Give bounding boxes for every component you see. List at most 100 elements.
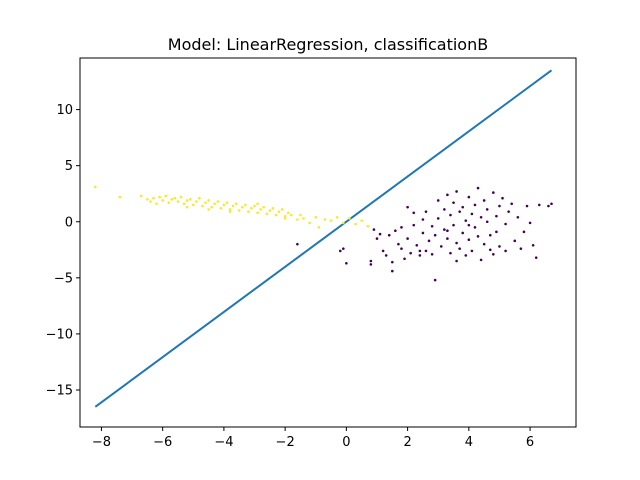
scatter-point-class_purple	[488, 248, 492, 252]
scatter-point-class_purple	[495, 230, 498, 234]
scatter-point-class_purple	[436, 217, 440, 220]
scatter-point-class_purple	[531, 244, 535, 247]
scatter-point-class_yellow	[207, 208, 210, 211]
scatter-point-class_yellow	[262, 205, 266, 209]
x-tick-label: −6	[153, 435, 172, 450]
x-tick-label: 2	[403, 435, 411, 450]
scatter-point-class_yellow	[277, 210, 281, 213]
scatter-point-class_purple	[378, 232, 382, 236]
scatter-point-class_purple	[415, 244, 419, 247]
scatter-point-class_yellow	[286, 211, 290, 215]
scatter-point-class_purple	[338, 249, 342, 253]
scatter-point-class_purple	[467, 238, 471, 241]
scatter-point-class_purple	[421, 218, 425, 221]
scatter-point-class_yellow	[244, 203, 247, 207]
scatter-point-class_purple	[458, 247, 461, 250]
scatter-point-class_yellow	[182, 202, 186, 206]
scatter-point-class_yellow	[164, 194, 168, 198]
scatter-point-class_purple	[412, 223, 416, 227]
scatter-point-class_purple	[345, 261, 348, 265]
scatter-point-class_purple	[528, 221, 532, 225]
scatter-point-class_yellow	[188, 198, 192, 201]
scatter-point-class_purple	[488, 233, 492, 237]
scatter-point-class_purple	[369, 259, 373, 263]
scatter-point-class_purple	[455, 190, 458, 193]
x-tick-label: −4	[214, 435, 233, 450]
scatter-point-class_purple	[427, 239, 431, 243]
scatter-point-class_purple	[461, 231, 465, 235]
scatter-point-class_yellow	[302, 217, 305, 220]
scatter-point-class_yellow	[155, 202, 158, 206]
scatter-point-class_purple	[424, 249, 428, 253]
scatter-point-class_purple	[443, 228, 446, 231]
scatter-point-class_purple	[473, 226, 477, 229]
scatter-point-class_purple	[467, 195, 471, 199]
scatter-point-class_purple	[485, 208, 489, 211]
scatter-point-class_yellow	[216, 200, 220, 203]
axes: −8 −6 −4 −2 0 2 4 6 −15 −10 −5 0 5 10	[46, 57, 577, 450]
scatter-point-class_yellow	[268, 209, 272, 212]
scatter-point-class_purple	[479, 215, 483, 219]
scatter-point-class_purple	[394, 229, 397, 233]
scatter-point-class_yellow	[198, 196, 201, 200]
scatter-point-class_purple	[384, 254, 388, 257]
scatter-point-class_purple	[421, 231, 425, 235]
x-tick-label: 4	[465, 435, 473, 450]
scatter-point-class_yellow	[335, 215, 339, 219]
scatter-point-class_yellow	[146, 198, 149, 201]
scatter-point-class_yellow	[253, 204, 256, 208]
scatter-point-class_purple	[418, 254, 422, 257]
scatter-point-class_yellow	[118, 195, 122, 199]
scatter-point-class_yellow	[234, 202, 238, 206]
scatter-point-class_yellow	[176, 200, 180, 203]
scatter-point-class_yellow	[265, 212, 269, 216]
scatter-point-class_yellow	[219, 206, 223, 210]
scatter-point-class_purple	[342, 247, 345, 250]
scatter-point-class_purple	[418, 249, 422, 253]
scatter-point-class_purple	[513, 239, 517, 243]
scatter-point-class_purple	[464, 254, 468, 257]
scatter-point-class_yellow	[250, 206, 253, 210]
scatter-point-class_yellow	[329, 219, 333, 222]
scatter-point-class_purple	[381, 249, 385, 253]
scatter-point-class_purple	[470, 249, 474, 253]
axes-frame	[79, 57, 577, 428]
scatter-point-class_yellow	[167, 201, 171, 204]
scatter-point-class_purple	[510, 202, 513, 206]
scatter-point-class_yellow	[274, 213, 278, 217]
scatter-point-class_purple	[550, 202, 553, 206]
scatter-point-class_purple	[482, 242, 486, 246]
scatter-point-class_purple	[387, 233, 391, 237]
scatter-point-class_yellow	[213, 202, 217, 206]
scatter-point-class_purple	[458, 210, 461, 213]
scatter-point-class_purple	[504, 222, 507, 226]
scatter-point-class_purple	[409, 251, 412, 255]
scatter-point-class_purple	[467, 223, 471, 227]
scatter-point-class_purple	[479, 258, 483, 262]
y-tick-label: 10	[56, 103, 73, 118]
scatter-point-class_purple	[485, 220, 489, 224]
scatter-point-class_purple	[470, 212, 474, 216]
scatter-point-class_purple	[516, 215, 520, 219]
scatter-point-class_yellow	[94, 185, 97, 189]
y-tick-label: −15	[46, 383, 73, 398]
scatter-point-class_purple	[537, 203, 541, 207]
scatter-point-class_purple	[446, 237, 449, 240]
y-tick-label: −5	[54, 271, 73, 286]
scatter-point-class_yellow	[289, 213, 293, 217]
scatter-point-class_purple	[296, 242, 299, 246]
scatter-point-class_purple	[424, 210, 428, 213]
scatter-point-class_yellow	[323, 218, 327, 221]
x-tick-label: −2	[276, 435, 295, 450]
scatter-point-class_yellow	[191, 203, 195, 207]
scatter-point-class_purple	[449, 213, 452, 217]
scatter-point-class_yellow	[139, 194, 143, 198]
scatter-point-class_purple	[403, 257, 406, 261]
scatter-point-class_purple	[449, 251, 452, 255]
scatter-point-class_purple	[525, 204, 529, 208]
scatter-point-class_yellow	[158, 195, 161, 199]
chart-title: Model: LinearRegression, classificationB	[168, 35, 488, 54]
y-tick-label: 5	[65, 159, 73, 174]
scatter-point-class_purple	[400, 226, 403, 229]
